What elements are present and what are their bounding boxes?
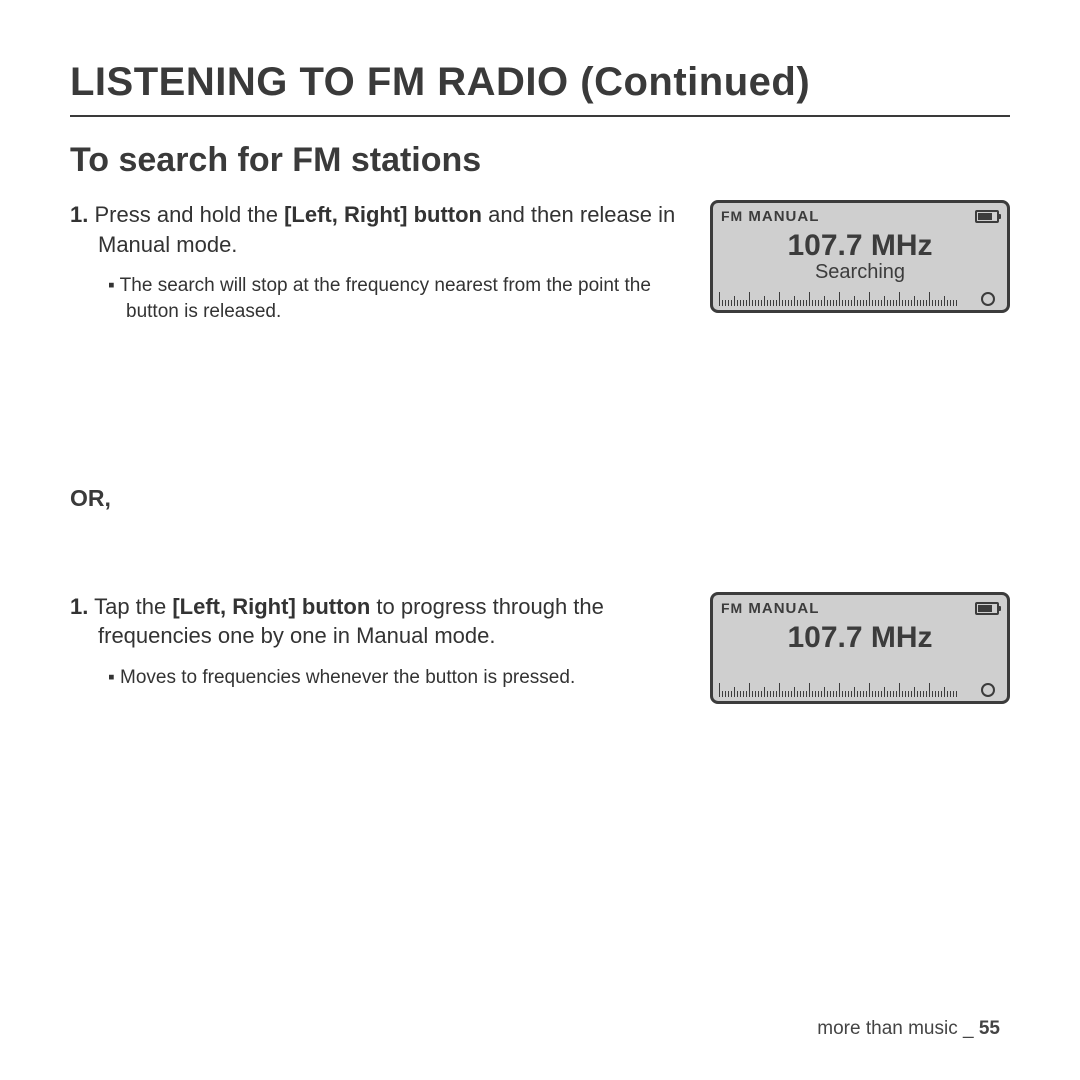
- step-number: 1.: [70, 594, 88, 619]
- device-frequency: 107.7 MHz: [719, 619, 1001, 655]
- page-footer: more than music _ 55: [817, 1018, 1000, 1040]
- dial-marker-icon: [981, 292, 995, 306]
- device-screen-2: FM MANUAL 107.7 MHz: [710, 592, 1010, 704]
- device-dial: [719, 679, 1001, 697]
- dial-marker-icon: [981, 683, 995, 697]
- device-header: FM MANUAL: [719, 599, 1001, 619]
- section-title: To search for FM stations: [70, 141, 1010, 180]
- device-header: FM MANUAL: [719, 207, 1001, 227]
- block2-step: 1. Tap the [Left, Right] button to progr…: [70, 592, 682, 651]
- device-mode-label: FM MANUAL: [721, 208, 819, 225]
- block1-text: 1. Press and hold the [Left, Right] butt…: [70, 200, 682, 325]
- device-spacer: [719, 655, 1001, 675]
- device-screen-1: FM MANUAL 107.7 MHz Searching: [710, 200, 1010, 313]
- battery-icon: [975, 210, 999, 223]
- block2-bullet: ▪ Moves to frequencies whenever the butt…: [108, 665, 682, 691]
- content-block-1: 1. Press and hold the [Left, Right] butt…: [70, 200, 1010, 325]
- or-separator: OR,: [70, 485, 1010, 512]
- step-text-bold: [Left, Right] button: [284, 202, 482, 227]
- step-text-pre: Tap the: [94, 594, 172, 619]
- battery-icon: [975, 602, 999, 615]
- step-text-bold: [Left, Right] button: [172, 594, 370, 619]
- device-status: Searching: [719, 261, 1001, 284]
- footer-text: more than music _: [817, 1018, 979, 1039]
- step-text-pre: Press and hold the: [94, 202, 284, 227]
- page-title: LISTENING TO FM RADIO (Continued): [70, 60, 1010, 117]
- footer-page-number: 55: [979, 1018, 1000, 1039]
- block1-step: 1. Press and hold the [Left, Right] butt…: [70, 200, 682, 259]
- device-dial: [719, 288, 1001, 306]
- device-frequency: 107.7 MHz: [719, 227, 1001, 263]
- block1-bullet: ▪ The search will stop at the frequency …: [108, 273, 682, 324]
- step-number: 1.: [70, 202, 88, 227]
- device-mode-label: FM MANUAL: [721, 600, 819, 617]
- block2-text: 1. Tap the [Left, Right] button to progr…: [70, 592, 682, 691]
- content-block-2: 1. Tap the [Left, Right] button to progr…: [70, 592, 1010, 704]
